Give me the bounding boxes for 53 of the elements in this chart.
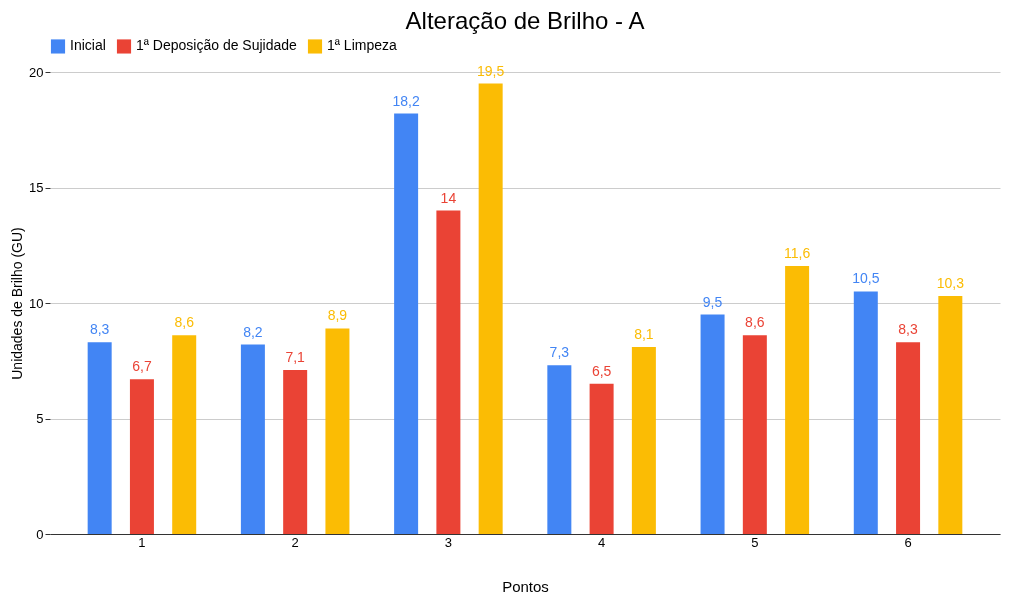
data-label: 8,1 — [634, 325, 654, 342]
bar — [394, 113, 419, 534]
y-tick-label: 10 — [29, 295, 44, 311]
bar — [631, 346, 656, 534]
legend-label: 1ª Deposição de Sujidade — [136, 37, 298, 54]
data-label: 6,7 — [132, 358, 152, 375]
data-label: 7,3 — [549, 344, 570, 361]
data-label: 6,5 — [591, 362, 612, 379]
data-label: 8,3 — [898, 321, 919, 338]
data-label: 8,6 — [745, 314, 765, 331]
data-label: 19,5 — [477, 62, 505, 79]
data-label: 10,3 — [936, 275, 965, 292]
data-label: 8,9 — [327, 307, 348, 324]
y-tick-label: 0 — [36, 526, 44, 542]
bar — [896, 342, 921, 534]
bar — [700, 314, 725, 534]
bar — [478, 83, 503, 534]
bar — [547, 365, 572, 534]
x-tick-label: 6 — [904, 534, 912, 550]
x-axis-title: Pontos — [502, 577, 549, 595]
data-label: 14 — [440, 189, 457, 206]
legend-label: 1ª Limpeza — [327, 37, 397, 54]
data-label: 10,5 — [852, 270, 880, 287]
bar — [742, 335, 767, 534]
bar — [853, 291, 878, 534]
bar — [938, 296, 963, 534]
x-tick-label: 5 — [751, 534, 759, 550]
y-axis-title: Unidades de Brilho (GU) — [9, 227, 26, 380]
data-label: 11,6 — [784, 245, 811, 262]
bar — [785, 266, 810, 534]
data-label: 18,2 — [392, 92, 420, 109]
y-tick-label: 15 — [29, 180, 44, 195]
bar — [325, 328, 350, 534]
x-tick-label: 1 — [138, 534, 146, 550]
x-tick-label: 3 — [444, 534, 452, 550]
bar — [172, 335, 197, 534]
data-label: 7,1 — [285, 348, 306, 365]
bar — [589, 383, 614, 534]
bar — [436, 210, 461, 534]
x-tick-label: 2 — [291, 534, 299, 550]
y-tick-label: 5 — [36, 411, 44, 426]
data-label: 8,3 — [89, 321, 110, 338]
legend-label: Inicial — [70, 37, 106, 54]
y-tick-label: 20 — [29, 64, 44, 80]
data-label: 9,5 — [702, 293, 723, 310]
data-label: 8,2 — [243, 323, 263, 340]
bar — [283, 369, 308, 534]
x-tick-label: 4 — [598, 534, 606, 550]
bar — [129, 379, 154, 534]
bar — [240, 344, 265, 534]
chart-title: Alteração de Brilho - A — [405, 7, 645, 34]
bar — [87, 342, 112, 534]
data-label: 8,6 — [174, 314, 195, 331]
